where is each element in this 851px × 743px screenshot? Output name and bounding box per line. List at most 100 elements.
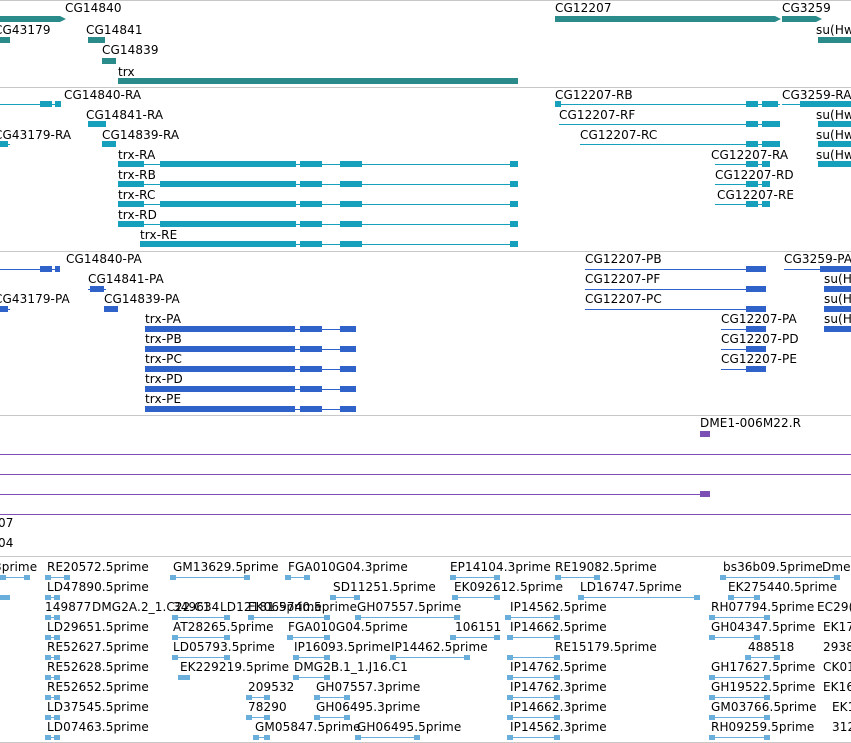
transcript-label[interactable]: trx-RD: [118, 208, 157, 222]
cds[interactable]: [300, 346, 322, 352]
gene-label[interactable]: su(Hw: [816, 23, 851, 37]
exon[interactable]: [118, 221, 144, 227]
est-label[interactable]: GH17627.5prime: [711, 660, 816, 674]
est-label[interactable]: CK01: [823, 660, 851, 674]
est-block[interactable]: [834, 575, 840, 580]
gene-bar[interactable]: [0, 16, 60, 22]
cds[interactable]: [746, 326, 758, 332]
cds[interactable]: [55, 266, 60, 272]
est-label[interactable]: IP14662.5prime: [510, 620, 607, 634]
est-block[interactable]: [464, 655, 470, 660]
transcript-label[interactable]: CG12207-RE: [717, 188, 795, 202]
est-block[interactable]: [745, 655, 751, 660]
cds[interactable]: [824, 286, 851, 292]
cds[interactable]: [104, 306, 118, 312]
exon[interactable]: [818, 161, 851, 167]
transcript-label[interactable]: CG3259-RA: [782, 88, 851, 102]
clone-label[interactable]: 04: [0, 536, 14, 550]
est-label[interactable]: IP14462.5prime: [391, 640, 488, 654]
est-block[interactable]: [178, 675, 184, 680]
cds[interactable]: [300, 386, 322, 392]
est-label[interactable]: EK229219.5prime: [180, 660, 290, 674]
est-label[interactable]: DMG2B.1_1.J16.C1: [294, 660, 408, 674]
protein-label[interactable]: CG14840-PA: [66, 252, 142, 266]
gene-bar[interactable]: [0, 37, 10, 43]
est-label[interactable]: RE19082.5prime: [555, 560, 657, 574]
est-block[interactable]: [694, 595, 700, 600]
exon[interactable]: [55, 101, 61, 107]
est-label[interactable]: FGA010G04.3prime: [288, 560, 408, 574]
cds[interactable]: [300, 366, 322, 372]
est-block[interactable]: [450, 635, 456, 640]
cds[interactable]: [40, 266, 52, 272]
est-label[interactable]: LD37545.5prime: [47, 700, 149, 714]
est-block[interactable]: [244, 575, 250, 580]
est-block[interactable]: [45, 575, 51, 580]
est-block[interactable]: [172, 615, 178, 620]
exon[interactable]: [510, 241, 518, 247]
est-label[interactable]: EC29(: [817, 600, 851, 614]
est-block[interactable]: [224, 635, 230, 640]
protein-label[interactable]: trx-PC: [145, 352, 182, 366]
est-block[interactable]: [224, 655, 230, 660]
exon[interactable]: [0, 141, 8, 147]
protein-label[interactable]: su(Hw: [824, 292, 851, 306]
est-block[interactable]: [354, 595, 360, 600]
est-label[interactable]: EK1:: [832, 700, 851, 714]
exon[interactable]: [762, 121, 780, 127]
est-block[interactable]: [54, 595, 60, 600]
cds[interactable]: [758, 286, 766, 292]
est-label[interactable]: FGA010G04.5prime: [288, 620, 408, 634]
exon[interactable]: [762, 181, 770, 187]
protein-label[interactable]: trx-PA: [145, 312, 182, 326]
est-block[interactable]: [324, 615, 330, 620]
exon[interactable]: [746, 201, 758, 207]
est-label[interactable]: RE52627.5prime: [47, 640, 149, 654]
est-label[interactable]: SD11251.5prime: [333, 580, 436, 594]
est-label[interactable]: RH09259.5prime: [711, 720, 815, 734]
est-block[interactable]: [293, 675, 299, 680]
cds[interactable]: [758, 346, 766, 352]
exon[interactable]: [818, 141, 851, 147]
exon[interactable]: [555, 101, 561, 107]
exon[interactable]: [510, 221, 518, 227]
protein-label[interactable]: su(Hw: [824, 312, 851, 326]
est-block[interactable]: [287, 635, 293, 640]
protein-label[interactable]: CG43179-PA: [0, 292, 70, 306]
est-label[interactable]: GH19522.5prime: [711, 680, 816, 694]
est-label[interactable]: 78290: [248, 700, 287, 714]
est-block[interactable]: [554, 635, 560, 640]
exon[interactable]: [746, 141, 758, 147]
protein-label[interactable]: CG12207-PB: [585, 252, 662, 266]
est-block[interactable]: [248, 615, 254, 620]
est-label[interactable]: IP14562.3prime: [510, 720, 607, 734]
est-block[interactable]: [720, 575, 726, 580]
est-block[interactable]: [344, 695, 350, 700]
est-label[interactable]: GH06495.3prime: [316, 700, 421, 714]
exon[interactable]: [160, 201, 296, 207]
gene-label[interactable]: CG3259: [782, 1, 831, 15]
est-block[interactable]: [355, 735, 361, 740]
protein-label[interactable]: CG12207-PD: [721, 332, 799, 346]
est-block[interactable]: [764, 715, 770, 720]
exon[interactable]: [746, 181, 758, 187]
est-block[interactable]: [304, 575, 310, 580]
exon[interactable]: [800, 101, 851, 107]
est-block[interactable]: [594, 575, 600, 580]
exon[interactable]: [300, 201, 322, 207]
est-label[interactable]: LD07463.5prime: [47, 720, 149, 734]
transcript-label[interactable]: CG12207-RA: [711, 148, 789, 162]
protein-label[interactable]: CG12207-PC: [585, 292, 662, 306]
cds[interactable]: [145, 346, 295, 352]
protein-label[interactable]: CG14839-PA: [104, 292, 180, 306]
est-block[interactable]: [709, 695, 715, 700]
est-label[interactable]: 209532: [248, 680, 295, 694]
exon[interactable]: [746, 101, 758, 107]
cds[interactable]: [340, 366, 356, 372]
est-block[interactable]: [246, 695, 252, 700]
est-label[interactable]: LD05793.5prime: [173, 640, 275, 654]
gene-bar[interactable]: [118, 78, 518, 84]
protein-label[interactable]: CG14841-PA: [88, 272, 164, 286]
cds[interactable]: [145, 386, 295, 392]
est-label[interactable]: LD12181.5prime: [220, 600, 322, 614]
